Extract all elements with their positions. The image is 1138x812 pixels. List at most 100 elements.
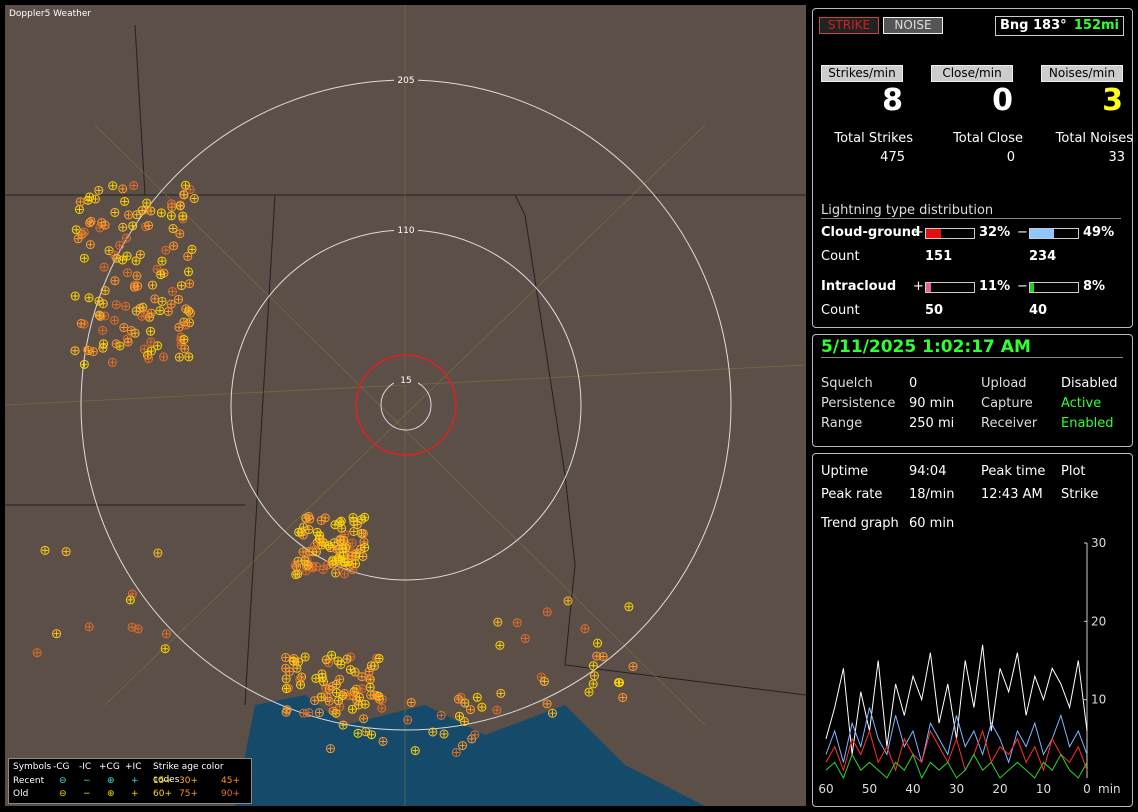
strike-symbol [362, 701, 369, 708]
strike-symbol [461, 699, 468, 706]
strike-symbol [116, 242, 123, 249]
legend-symbol: ⊖ [59, 789, 67, 799]
strike-symbol [111, 300, 121, 310]
strike-symbol [121, 198, 128, 205]
strike-symbol [102, 222, 109, 229]
strike-symbol [131, 256, 141, 266]
x-tick-label: 20 [992, 782, 1007, 796]
strike-symbol [185, 308, 195, 318]
strike-symbol [629, 663, 636, 670]
sign: − [1017, 279, 1028, 294]
strike-symbol [312, 561, 322, 571]
strike-symbol [333, 689, 340, 696]
rate-button[interactable]: Strikes/min [821, 65, 903, 82]
strike-symbol [615, 678, 625, 688]
strike-symbol [177, 202, 184, 209]
strike-symbol [157, 296, 167, 306]
state-lines [5, 24, 806, 706]
strike-button[interactable]: STRIKE [819, 17, 879, 34]
strike-symbol [131, 306, 141, 316]
strike-symbol [110, 276, 120, 286]
strike-symbol [111, 317, 118, 324]
strike-symbol [591, 672, 598, 679]
strike-symbol [108, 181, 118, 191]
status-cell: Receiver [981, 416, 1038, 431]
strike-symbol [138, 313, 145, 320]
dist-label: Cloud-ground [821, 225, 921, 240]
legend-age: 45+ [221, 776, 240, 786]
strike-symbol [314, 529, 321, 536]
strike-symbol [73, 234, 83, 244]
strike-symbol [305, 526, 312, 533]
strike-symbol [109, 359, 116, 366]
strike-symbol [408, 699, 415, 706]
strike-symbol [167, 286, 177, 296]
rate-button[interactable]: Close/min [931, 65, 1013, 82]
strike-symbol [159, 258, 166, 265]
bearing-box: Bng 183° 152mi [995, 16, 1124, 36]
strike-symbol [85, 347, 92, 354]
strike-symbol [111, 339, 121, 349]
strike-symbol [378, 705, 385, 712]
strike-symbol [180, 344, 190, 354]
strike-symbol [374, 654, 384, 664]
strike-symbol [182, 321, 189, 328]
strike-symbol [324, 658, 334, 668]
rate-button[interactable]: Noises/min [1041, 65, 1123, 82]
strike-symbol [345, 665, 355, 675]
ring-label-bg [394, 223, 418, 235]
strike-symbol [453, 694, 463, 704]
total-value: 33 [1108, 150, 1125, 165]
strike-symbol [160, 353, 167, 360]
strike-symbol [536, 672, 546, 682]
strike-symbol [86, 623, 93, 630]
legend-col: -IC [79, 762, 92, 772]
ring-label-bg [394, 373, 418, 385]
strike-symbol [297, 681, 304, 688]
strike-symbol [296, 680, 306, 690]
map: Doppler5 Weather 205 110 15 [5, 5, 806, 806]
strike-symbol [98, 325, 108, 335]
strike-symbol [496, 642, 503, 649]
strike-symbol [357, 514, 367, 524]
strike-symbol [144, 220, 154, 230]
strike-symbol [304, 525, 314, 535]
rate-value: 8 [882, 83, 903, 118]
strike-symbol [356, 694, 363, 701]
roads [5, 5, 806, 806]
strike-symbol [120, 196, 130, 206]
strike-symbol [124, 253, 131, 260]
strike-symbol [306, 516, 313, 523]
strike-symbol [340, 722, 347, 729]
noise-button[interactable]: NOISE [883, 17, 943, 34]
strike-symbol [347, 538, 357, 548]
strike-symbol [360, 512, 370, 522]
status-cell: 90 min [909, 396, 955, 411]
strike-symbol [329, 561, 336, 568]
strike-symbol [477, 702, 487, 712]
strike-symbol [70, 346, 80, 356]
strike-symbol [304, 562, 311, 569]
dist-bar [925, 228, 975, 239]
x-tick-label: 0 [1083, 782, 1091, 796]
strike-symbol [70, 291, 80, 301]
strike-symbol [101, 264, 108, 271]
strike-symbol [295, 674, 305, 684]
strike-symbol [98, 299, 108, 309]
strike-symbol [184, 352, 194, 362]
strike-symbol [333, 553, 343, 563]
strike-symbol [342, 654, 352, 664]
strike-symbol [170, 225, 177, 232]
strike-symbol [84, 293, 94, 303]
legend-row-label: Recent [13, 776, 45, 786]
strike-symbol [472, 692, 482, 702]
count-value: 151 [925, 249, 953, 264]
strike-symbol [586, 689, 593, 696]
strike-symbol [338, 525, 345, 532]
strike-symbol [360, 530, 367, 537]
strike-symbol [283, 685, 290, 692]
count-label: Count [821, 303, 860, 318]
strike-symbol [322, 514, 329, 521]
strike-symbol [455, 696, 462, 703]
strike-symbol [100, 220, 110, 230]
